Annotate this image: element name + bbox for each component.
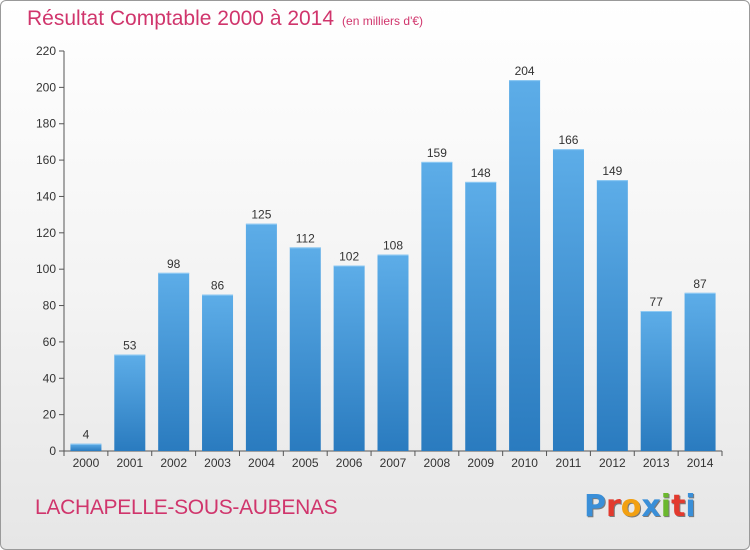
bar-value-label: 125 xyxy=(251,208,271,222)
bar xyxy=(509,80,541,451)
logo-letter: o xyxy=(620,489,642,524)
bar-value-label: 108 xyxy=(383,239,403,253)
bar xyxy=(596,180,628,451)
y-tick-label: 100 xyxy=(36,262,56,276)
y-tick-label: 0 xyxy=(49,444,56,458)
x-tick-label: 2001 xyxy=(116,456,143,470)
bar-value-label: 159 xyxy=(427,146,447,160)
bar-value-label: 4 xyxy=(83,428,90,442)
bar xyxy=(245,223,277,451)
bar-value-label: 149 xyxy=(602,164,622,178)
bar-value-label: 112 xyxy=(296,231,315,245)
y-tick-label: 220 xyxy=(36,44,56,58)
bar xyxy=(289,247,321,451)
bar-value-label: 204 xyxy=(515,64,535,78)
x-tick-label: 2005 xyxy=(292,456,319,470)
bar xyxy=(465,181,497,451)
x-tick-label: 2010 xyxy=(511,456,538,470)
bar xyxy=(158,272,190,451)
x-tick-label: 2007 xyxy=(380,456,407,470)
x-tick-label: 2011 xyxy=(556,456,582,470)
y-tick-label: 80 xyxy=(43,299,57,313)
y-tick-label: 180 xyxy=(36,117,56,131)
y-tick-label: 160 xyxy=(36,153,56,167)
bar xyxy=(640,311,672,451)
y-tick-label: 60 xyxy=(43,335,57,349)
bar-value-label: 87 xyxy=(693,277,707,291)
x-tick-label: 2004 xyxy=(248,456,275,470)
x-tick-label: 2006 xyxy=(336,456,363,470)
logo-letter: x xyxy=(641,489,661,524)
x-tick-label: 2003 xyxy=(204,456,231,470)
logo-letter: r xyxy=(606,489,621,524)
logo-letter: i xyxy=(685,489,696,524)
x-tick-label: 2013 xyxy=(643,456,670,470)
bar-value-label: 98 xyxy=(167,257,181,271)
bar-value-label: 86 xyxy=(211,279,225,293)
bar xyxy=(70,443,102,451)
bar-value-label: 166 xyxy=(558,133,578,147)
logo-letter: i xyxy=(660,489,672,524)
y-tick-label: 200 xyxy=(36,80,56,94)
x-tick-label: 2002 xyxy=(160,456,187,470)
bar xyxy=(684,292,716,451)
bar-value-label: 53 xyxy=(123,339,137,353)
bar xyxy=(202,294,234,451)
y-tick-label: 120 xyxy=(36,226,56,240)
x-tick-label: 2008 xyxy=(424,456,451,470)
y-tick-label: 140 xyxy=(36,189,56,203)
proxiti-logo: Proxiti xyxy=(584,489,696,524)
commune-name: LACHAPELLE-SOUS-AUBENAS xyxy=(35,496,338,519)
y-tick-label: 40 xyxy=(43,371,57,385)
bar-value-label: 148 xyxy=(471,166,491,180)
x-tick-label: 2000 xyxy=(73,456,100,470)
chart-unit: (en milliers d'€) xyxy=(342,14,424,28)
x-tick-label: 2014 xyxy=(687,456,714,470)
bar xyxy=(552,149,584,451)
bar xyxy=(377,254,409,451)
bar-value-label: 77 xyxy=(650,295,664,309)
chart-title: Résultat Comptable 2000 à 2014 (en millie… xyxy=(27,7,423,31)
bar xyxy=(114,354,146,451)
bar xyxy=(333,265,365,451)
logo-letter: t xyxy=(671,489,686,524)
x-tick-label: 2009 xyxy=(467,456,494,470)
bar xyxy=(421,161,453,451)
logo-letter: P xyxy=(584,489,606,524)
x-tick-label: 2012 xyxy=(599,456,626,470)
bar-value-label: 102 xyxy=(339,250,359,264)
y-tick-label: 20 xyxy=(43,408,57,422)
chart-title-text: Résultat Comptable 2000 à 2014 xyxy=(27,7,335,30)
